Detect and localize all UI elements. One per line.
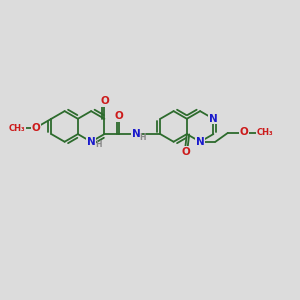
Text: O: O xyxy=(100,96,109,106)
Text: H: H xyxy=(95,140,101,149)
Text: O: O xyxy=(115,111,124,122)
Text: N: N xyxy=(196,137,205,147)
Text: CH₃: CH₃ xyxy=(9,124,26,133)
Text: O: O xyxy=(240,127,249,137)
Text: N: N xyxy=(131,129,140,139)
Text: N: N xyxy=(209,114,218,124)
Text: H: H xyxy=(139,133,145,142)
Text: CH₃: CH₃ xyxy=(256,128,273,137)
Text: N: N xyxy=(87,137,95,147)
Text: O: O xyxy=(32,123,40,133)
Text: O: O xyxy=(181,147,190,157)
